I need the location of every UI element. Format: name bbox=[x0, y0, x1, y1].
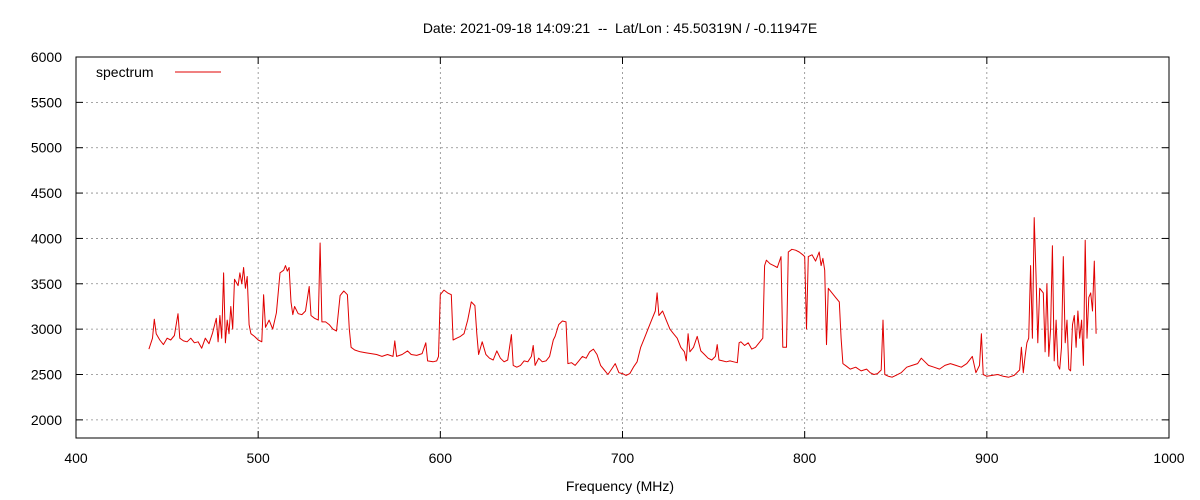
x-tick-label: 600 bbox=[429, 450, 453, 466]
x-tick-label: 500 bbox=[246, 450, 270, 466]
chart-title: Date: 2021-09-18 14:09:21 -- Lat/Lon : 4… bbox=[423, 20, 817, 36]
y-tick-label: 5500 bbox=[31, 94, 62, 110]
x-axis-label: Frequency (MHz) bbox=[566, 478, 674, 494]
grid-lines bbox=[76, 57, 1169, 438]
y-tick-label: 4500 bbox=[31, 185, 62, 201]
y-tick-labels: 2000 2500 3000 3500 4000 4500 5000 5500 6000 bbox=[31, 49, 62, 428]
series-layer bbox=[148, 217, 1097, 378]
y-tick-label: 3500 bbox=[31, 276, 62, 292]
legend-label-spectrum: spectrum bbox=[96, 64, 154, 80]
tick-marks bbox=[75, 56, 1170, 438]
y-tick-label: 4000 bbox=[31, 230, 62, 246]
y-tick-label: 5000 bbox=[31, 140, 62, 156]
y-tick-label: 3000 bbox=[31, 321, 62, 337]
x-tick-label: 900 bbox=[975, 450, 999, 466]
x-tick-labels: 400 500 600 700 800 900 1000 bbox=[64, 450, 1184, 466]
series-line-spectrum bbox=[148, 217, 1097, 378]
x-tick-label: 800 bbox=[793, 450, 817, 466]
x-tick-label: 700 bbox=[611, 450, 635, 466]
legend: spectrum bbox=[96, 64, 221, 80]
y-tick-label: 2500 bbox=[31, 367, 62, 383]
y-tick-label: 2000 bbox=[31, 412, 62, 428]
x-tick-label: 400 bbox=[64, 450, 88, 466]
y-tick-label: 6000 bbox=[31, 49, 62, 65]
x-tick-label: 1000 bbox=[1153, 450, 1184, 466]
